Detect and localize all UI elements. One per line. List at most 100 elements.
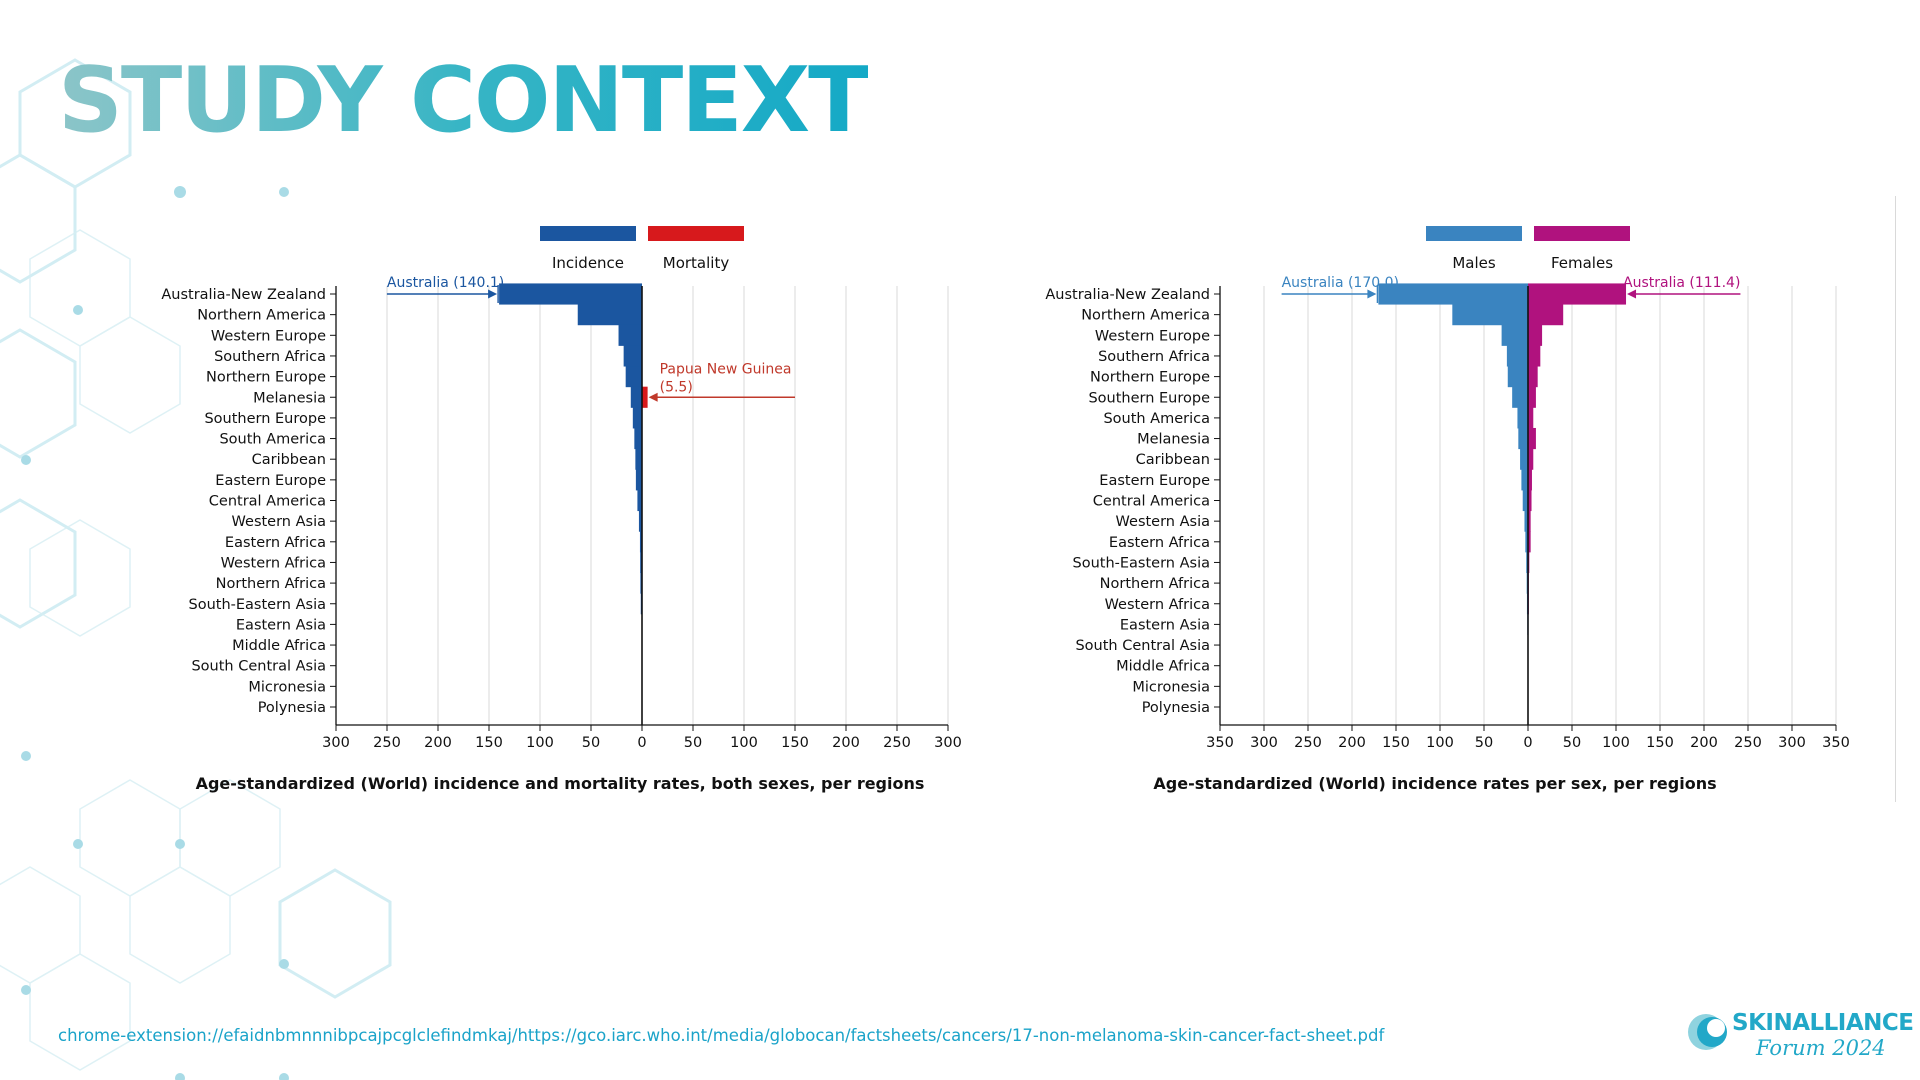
bar-females <box>1528 283 1627 305</box>
legend-swatch <box>540 226 636 241</box>
bar-males <box>1517 407 1528 429</box>
category-label: Southern Africa <box>1098 349 1210 365</box>
x-tick-label: 200 <box>1338 735 1366 750</box>
bar-females <box>1528 489 1532 512</box>
x-tick-label: 150 <box>475 735 503 750</box>
x-tick-label: 250 <box>373 735 401 750</box>
annotation-arrowhead <box>1627 289 1637 299</box>
annotation-label: Australia (170.0) <box>1282 275 1399 291</box>
bar-females <box>1528 448 1534 470</box>
category-label: South America <box>219 432 326 448</box>
bar-females <box>1528 407 1534 429</box>
category-label: Caribbean <box>252 452 326 468</box>
bar-females <box>1528 366 1538 388</box>
legend-swatch <box>1534 226 1630 241</box>
category-label: Melanesia <box>253 390 326 406</box>
bar-incidence <box>623 345 642 367</box>
bar-males <box>1521 469 1528 491</box>
category-label: South Central Asia <box>191 659 326 675</box>
category-label: Polynesia <box>258 700 326 716</box>
category-label: Middle Africa <box>232 638 326 654</box>
legend-label: Incidence <box>552 254 624 272</box>
bar-incidence <box>634 427 642 450</box>
x-tick-label: 350 <box>1206 735 1234 750</box>
bar-incidence <box>625 366 642 388</box>
bar-females <box>1528 386 1536 408</box>
annotation-label: Papua New Guinea (5.5) <box>660 361 792 395</box>
category-label: Micronesia <box>1132 679 1210 695</box>
category-label: Central America <box>1093 494 1210 510</box>
bar-females <box>1528 304 1564 326</box>
category-label: Western Africa <box>1105 597 1210 613</box>
logo-text-top: SKINALLIANCE <box>1732 1010 1914 1036</box>
category-label: Northern Africa <box>216 576 326 592</box>
logo-text-bottom: Forum 2024 <box>1756 1036 1886 1060</box>
incidence-by-sex-chart-svg: Males Females 350 300 250 200 150 100 50 0 50 100 15… <box>1045 226 1850 751</box>
category-label: Caribbean <box>1136 452 1210 468</box>
category-label: Eastern Europe <box>215 473 326 489</box>
category-label: Southern Europe <box>1088 390 1210 406</box>
x-tick-label: 150 <box>781 735 809 750</box>
incidence-mortality-chart: Incidence Mortality 300 250 200 150 100 50 0 50 10… <box>140 210 980 754</box>
x-tick-label: 250 <box>1734 735 1762 750</box>
category-label: Southern Africa <box>214 349 326 365</box>
x-tick-label: 200 <box>1690 735 1718 750</box>
category-label: Northern America <box>1081 308 1210 324</box>
bar-incidence <box>635 469 642 491</box>
category-label: South-Eastern Asia <box>1073 555 1210 571</box>
category-label: Northern Europe <box>206 370 326 386</box>
category-label: Northern Africa <box>1100 576 1210 592</box>
legend-label: Females <box>1551 254 1613 272</box>
bar-males <box>1452 304 1528 326</box>
category-label: Northern America <box>197 308 326 324</box>
category-label: South Central Asia <box>1075 638 1210 654</box>
bar-males <box>1526 551 1528 574</box>
source-url[interactable]: chrome-extension://efaidnbmnnnibpcajpcgl… <box>58 1026 1385 1045</box>
category-label: Melanesia <box>1137 432 1210 448</box>
bar-males <box>1378 283 1528 305</box>
x-tick-label: 350 <box>1822 735 1850 750</box>
annotation-label: Australia (111.4) <box>1623 275 1740 291</box>
x-tick-label: 250 <box>1294 735 1322 750</box>
bar-females <box>1528 324 1543 346</box>
category-label: Southern Europe <box>204 411 326 427</box>
annotation-label: Australia (140.1) <box>387 275 504 291</box>
bar-males <box>1507 366 1528 388</box>
x-tick-label: 100 <box>730 735 758 750</box>
bar-incidence <box>640 551 642 574</box>
category-label: Micronesia <box>248 679 326 695</box>
category-label: Australia-New Zealand <box>1045 287 1210 303</box>
bar-males <box>1506 345 1528 367</box>
legend-swatch <box>648 226 744 241</box>
category-label: Western Europe <box>211 328 326 344</box>
bar-females <box>1528 427 1536 450</box>
category-label: Central America <box>209 494 326 510</box>
bar-males <box>1522 489 1528 512</box>
category-label: Australia-New Zealand <box>161 287 326 303</box>
x-tick-label: 100 <box>1602 735 1630 750</box>
category-label: Western Asia <box>232 514 326 530</box>
category-label: Western Asia <box>1116 514 1210 530</box>
x-tick-label: 0 <box>637 735 646 750</box>
x-tick-label: 150 <box>1646 735 1674 750</box>
category-label: South America <box>1103 411 1210 427</box>
category-label: Northern Europe <box>1090 370 1210 386</box>
x-tick-label: 150 <box>1382 735 1410 750</box>
category-label: Middle Africa <box>1116 659 1210 675</box>
bar-incidence <box>635 448 642 470</box>
x-tick-label: 100 <box>1426 735 1454 750</box>
hexagon-background-pattern <box>0 58 392 1080</box>
x-tick-label: 50 <box>1563 735 1581 750</box>
incidence-by-sex-chart: Males Females 350 300 250 200 150 100 50 0 50 100 15… <box>1020 210 1890 754</box>
bar-incidence <box>632 407 642 429</box>
category-label: Eastern Asia <box>1120 617 1210 633</box>
annotation-arrowhead <box>648 392 658 402</box>
bar-incidence <box>499 283 642 305</box>
x-tick-label: 300 <box>1778 735 1806 750</box>
x-tick-label: 50 <box>582 735 600 750</box>
bar-mortality <box>642 386 648 408</box>
x-tick-label: 250 <box>883 735 911 750</box>
legend-label: Males <box>1452 254 1496 272</box>
x-tick-label: 300 <box>322 735 350 750</box>
bar-females <box>1528 345 1541 367</box>
